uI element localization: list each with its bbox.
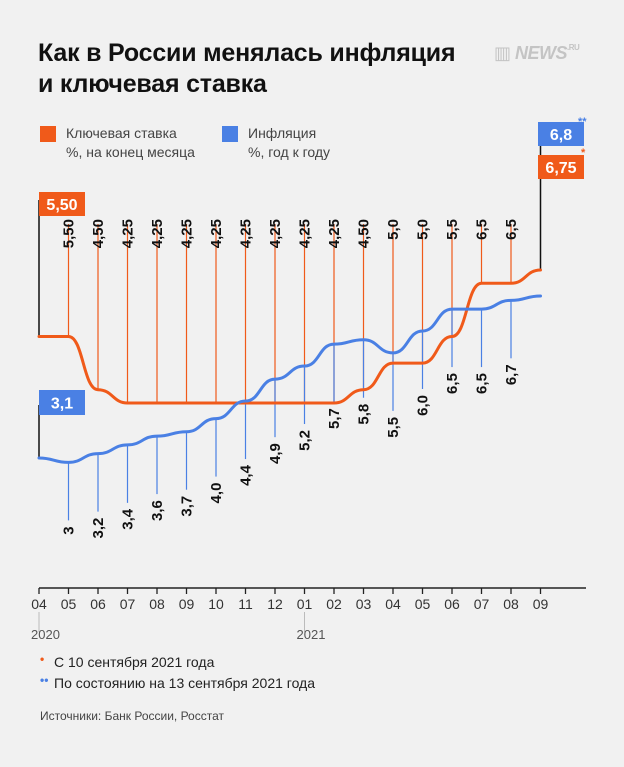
inflation-data-label: 3,6	[149, 500, 166, 521]
x-tick-label: 05	[415, 596, 431, 612]
x-tick-label: 06	[90, 596, 106, 612]
inflation-data-label: 3,4	[120, 508, 137, 530]
footnote-mark-1: •	[40, 652, 45, 666]
footnotes: • С 10 сентября 2021 года •• По состояни…	[40, 652, 315, 694]
key-rate-data-label: 4,25	[179, 219, 196, 248]
key-rate-data-label: 4,25	[297, 219, 314, 248]
x-tick-label: 12	[267, 596, 283, 612]
legend-inflation-unit: %, год к году	[248, 144, 331, 160]
logo-sup: .RU	[567, 43, 580, 52]
x-tick-label: 07	[474, 596, 490, 612]
legend-key-rate-swatch	[40, 126, 56, 142]
inflation-data-label: 4,0	[208, 483, 225, 504]
legend-key-rate-unit: %, на конец месяца	[66, 144, 195, 160]
key-rate-data-label: 4,25	[120, 219, 137, 248]
end-inflation-box	[538, 122, 584, 146]
legend-inflation: Инфляция %, год к году	[222, 124, 330, 162]
year-label: 2020	[31, 627, 60, 642]
key-rate-data-label: 6,5	[474, 219, 491, 240]
inflation-data-label: 5,2	[297, 430, 314, 451]
x-tick-label: 08	[503, 596, 519, 612]
key-rate-data-label: 5,0	[415, 219, 432, 240]
key-rate-data-label: 4,50	[90, 219, 107, 248]
legend-inflation-label: Инфляция	[248, 125, 317, 141]
x-tick-label: 08	[149, 596, 165, 612]
inflation-data-label: 4,9	[267, 443, 284, 464]
inflation-data-label: 3,2	[90, 518, 107, 539]
x-tick-label: 10	[208, 596, 224, 612]
inflation-data-label: 5,8	[356, 404, 373, 425]
x-tick-label: 06	[444, 596, 460, 612]
x-tick-label: 01	[297, 596, 313, 612]
inflation-data-label: 3,7	[179, 496, 196, 517]
title-line-2: и ключевая ставка	[38, 70, 267, 98]
inflation-data-label: 5,5	[385, 417, 402, 438]
footnote-key-rate: • С 10 сентября 2021 года	[40, 652, 315, 673]
inflation-data-label: 6,5	[444, 373, 461, 394]
end-inflation-box-label: 6,8	[550, 127, 572, 144]
key-rate-data-label: 4,25	[267, 219, 284, 248]
inflation-data-label: 6,7	[503, 364, 520, 385]
key-rate-data-label: 6,5	[503, 219, 520, 240]
chart-title: Как в России менялась инфляция и ключева…	[38, 38, 458, 100]
inflation-data-label: 6,5	[474, 373, 491, 394]
end-inflation-mark: **	[578, 116, 587, 128]
start-key-rate-box-label: 5,50	[46, 197, 77, 214]
key-rate-data-label: 4,25	[149, 219, 166, 248]
legend-key-rate-label: Ключевая ставка	[66, 125, 177, 141]
logo-text: NEWS	[515, 43, 568, 63]
start-inflation-box	[39, 390, 85, 415]
title-line-1: Как в России менялась инфляция	[38, 39, 456, 67]
x-tick-label: 04	[31, 596, 47, 612]
x-tick-label: 04	[385, 596, 401, 612]
legend-key-rate: Ключевая ставка %, на конец месяца	[40, 124, 195, 162]
x-tick-label: 11	[238, 596, 253, 612]
key-rate-data-label: 4,25	[326, 219, 343, 248]
start-key-rate-box	[39, 192, 85, 216]
key-rate-line	[37, 268, 542, 405]
year-label: 2021	[297, 627, 326, 642]
x-tick-label: 05	[61, 596, 77, 612]
key-rate-data-label: 5,5	[444, 219, 461, 240]
end-key-rate-mark: *	[581, 147, 586, 159]
footnote-inflation: •• По состоянию на 13 сентября 2021 года	[40, 673, 315, 694]
x-tick-label: 09	[533, 596, 549, 612]
x-tick-label: 03	[356, 596, 372, 612]
key-rate-data-label: 4,25	[208, 219, 225, 248]
start-inflation-box-label: 3,1	[51, 396, 73, 413]
key-rate-data-label: 4,25	[238, 219, 255, 248]
inflation-data-label: 4,4	[238, 464, 255, 486]
inflation-data-label: 3	[61, 526, 78, 534]
news-ru-logo-icon: ▥	[494, 43, 511, 63]
news-ru-logo: ▥ NEWS.RU	[494, 43, 580, 64]
inflation-data-label: 6,0	[415, 395, 432, 416]
legend-inflation-swatch	[222, 126, 238, 142]
x-tick-label: 07	[120, 596, 136, 612]
footnote-mark-2: ••	[40, 673, 49, 687]
key-rate-data-label: 5,50	[61, 219, 78, 248]
x-tick-label: 02	[326, 596, 342, 612]
end-key-rate-box	[538, 155, 584, 179]
key-rate-data-label: 4,50	[356, 219, 373, 248]
x-tick-label: 09	[179, 596, 195, 612]
footnote-text-2: По состоянию на 13 сентября 2021 года	[54, 675, 316, 691]
key-rate-data-label: 5,0	[385, 219, 402, 240]
inflation-data-label: 5,7	[326, 408, 343, 429]
footnote-text-1: С 10 сентября 2021 года	[54, 654, 215, 670]
inflation-line	[37, 294, 542, 464]
end-key-rate-box-label: 6,75	[545, 160, 576, 177]
source-note: Источники: Банк России, Росстат	[40, 709, 225, 723]
